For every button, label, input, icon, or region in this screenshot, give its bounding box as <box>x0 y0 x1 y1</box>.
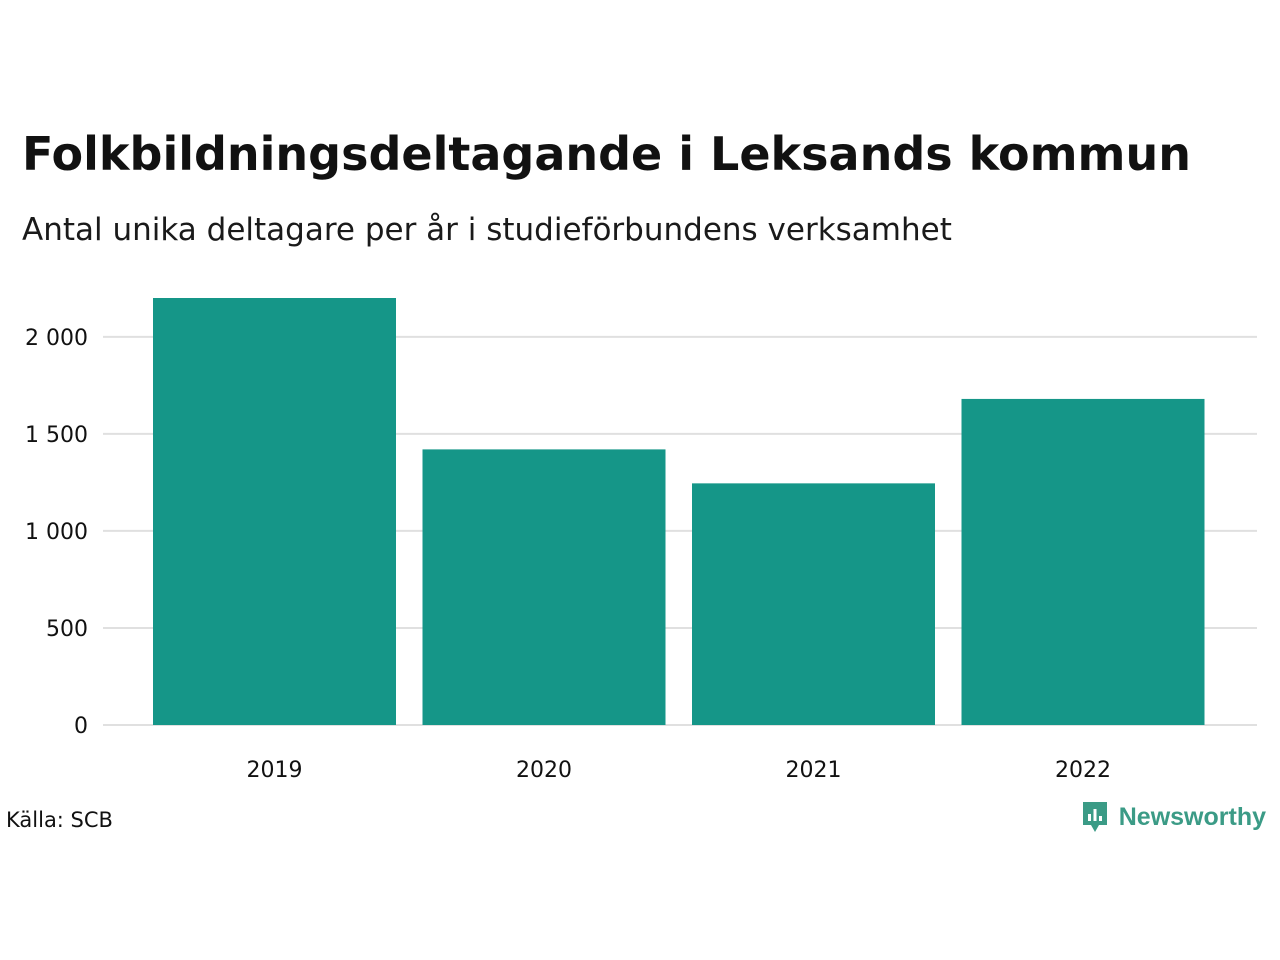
y-tick-label: 2 000 <box>25 326 88 351</box>
bar-2022 <box>962 399 1205 725</box>
x-tick-label: 2020 <box>516 758 572 783</box>
source-note: Källa: SCB <box>6 808 113 832</box>
bar-2020 <box>423 449 666 725</box>
y-tick-label: 0 <box>74 714 88 739</box>
x-tick-label: 2021 <box>786 758 842 783</box>
x-tick-label: 2022 <box>1055 758 1111 783</box>
newsworthy-logo-icon <box>1081 800 1109 834</box>
y-axis-ticks: 0 500 1 000 1 500 2 000 <box>25 326 88 739</box>
y-tick-label: 1 000 <box>25 520 88 545</box>
brand-name: Newsworthy <box>1119 803 1266 832</box>
chart-title: Folkbildningsdeltagande i Leksands kommu… <box>22 128 1191 181</box>
bar-2019 <box>153 298 396 725</box>
x-axis-ticks: 2019 2020 2021 2022 <box>247 758 1112 783</box>
chart-subtitle: Antal unika deltagare per år i studieför… <box>22 212 952 249</box>
y-tick-label: 500 <box>46 617 88 642</box>
bars <box>153 298 1205 725</box>
y-tick-label: 1 500 <box>25 423 88 448</box>
brand-logo: Newsworthy <box>1081 800 1266 834</box>
bar-2021 <box>692 483 935 725</box>
bar-chart: 0 500 1 000 1 500 2 000 2019 2020 2021 2022 <box>0 280 1280 790</box>
x-tick-label: 2019 <box>247 758 303 783</box>
